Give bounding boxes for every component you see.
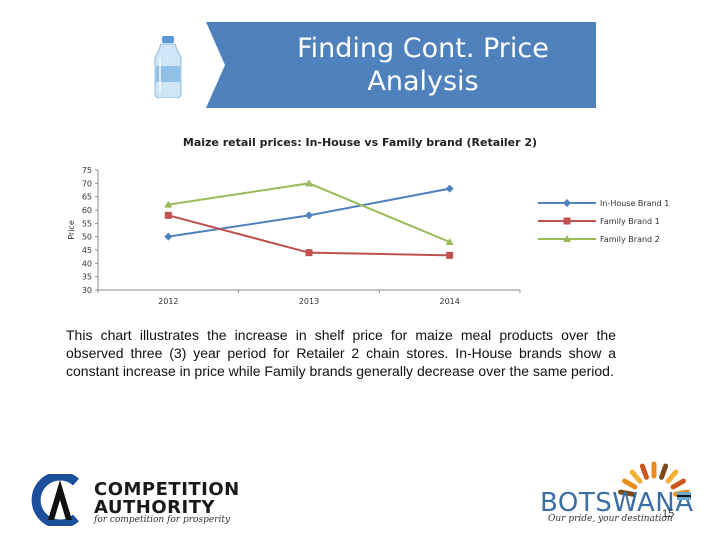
legend-label: In-House Brand 1: [600, 199, 669, 208]
data-point: [445, 184, 454, 193]
botswana-tagline: Our pride, your destination: [548, 514, 673, 524]
authority-name-line2: AUTHORITY: [94, 497, 216, 518]
data-point: [446, 251, 454, 259]
data-point: [164, 200, 173, 208]
water-bottle-icon: [154, 36, 182, 98]
competition-authority-logo-icon: [31, 474, 79, 526]
botswana-wordmark: BOTSWANA: [540, 488, 694, 518]
y-tick-label: 30: [82, 286, 92, 295]
legend-item: In-House Brand 1: [538, 199, 669, 208]
series-in-house-brand-1: [164, 184, 454, 241]
sun-ray: [618, 489, 635, 497]
y-tick-label: 55: [82, 219, 92, 228]
legend-item: Family Brand 1: [538, 217, 660, 226]
x-tick-label: 2012: [158, 297, 178, 306]
sun-ray: [659, 463, 669, 480]
data-point: [445, 238, 454, 245]
chart-description: This chart illustrates the increase in s…: [66, 327, 616, 379]
data-point: [164, 211, 172, 219]
y-tick-label: 40: [82, 259, 92, 268]
y-tick-label: 70: [82, 179, 92, 188]
data-point: [563, 199, 571, 207]
sun-ray: [670, 478, 686, 490]
series-family-brand-2: [164, 179, 454, 245]
data-point: [563, 217, 571, 225]
y-tick-label: 45: [82, 246, 92, 255]
legend-label: Family Brand 2: [600, 235, 660, 244]
y-tick-label: 35: [82, 273, 92, 282]
data-point: [305, 211, 313, 220]
chart-title: Maize retail prices: In-House vs Family …: [182, 136, 538, 149]
sun-ray: [629, 469, 643, 484]
y-tick-label: 60: [82, 206, 92, 215]
data-point: [305, 249, 313, 257]
authority-tagline: for competition for prosperity: [94, 515, 231, 525]
legend-item: Family Brand 2: [538, 235, 660, 244]
sun-ray: [622, 478, 638, 490]
flag-icon: [677, 492, 691, 500]
sun-ray: [665, 469, 679, 484]
y-tick-label: 50: [82, 233, 92, 242]
series-family-brand-1: [164, 211, 454, 259]
data-point: [563, 235, 571, 242]
slide-title: Finding Cont. Price Analysis: [297, 33, 549, 97]
price-line-chart: 30 35 40 45 50 55 60 65 70 75 2012 2013 2014 Price In…: [67, 166, 669, 306]
data-point: [305, 179, 313, 187]
authority-name-line1: COMPETITION: [94, 479, 240, 500]
page-number: 15: [662, 508, 675, 520]
sun-ray: [639, 463, 649, 480]
title-banner: Finding Cont. Price Analysis: [130, 22, 596, 108]
y-axis-label: Price: [67, 220, 76, 240]
y-tick-label: 65: [82, 193, 92, 202]
botswana-sun-icon: [618, 461, 690, 497]
data-point: [164, 232, 173, 241]
y-tick-label: 75: [82, 166, 92, 175]
x-tick-label: 2013: [299, 297, 319, 306]
x-tick-label: 2014: [439, 297, 459, 306]
legend-label: Family Brand 1: [600, 217, 660, 226]
